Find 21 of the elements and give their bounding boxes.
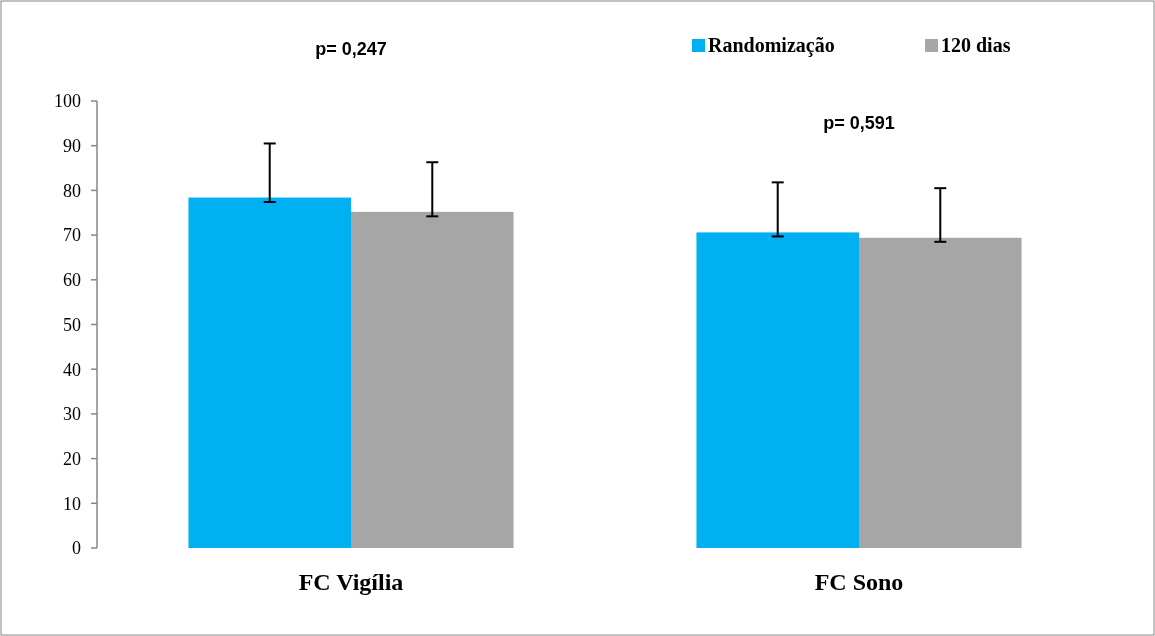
y-tick-label: 60 [63, 270, 81, 291]
bar [859, 237, 1022, 548]
bar [351, 211, 514, 548]
y-tick-label: 0 [72, 538, 81, 559]
x-tick-label: FC Sono [814, 569, 904, 595]
y-tick-label: 10 [63, 493, 81, 514]
legend-label: Randomização [708, 34, 835, 57]
annotation: p= 0,591 [823, 113, 895, 133]
y-tick-label: 70 [63, 225, 81, 246]
y-tick-label: 90 [63, 136, 81, 156]
bar [696, 232, 859, 548]
bar [188, 197, 351, 548]
y-tick-label: 100 [54, 91, 81, 112]
legend-label: 120 dias [941, 34, 1011, 56]
x-tick-label: FC Vigília [298, 569, 404, 595]
y-tick-label: 30 [63, 404, 81, 425]
y-tick-label: 40 [63, 359, 81, 380]
text: p= 0,247 [315, 39, 387, 59]
y-tick-label: 50 [63, 314, 81, 335]
y-tick-label: 20 [63, 448, 81, 469]
y-tick-label: 80 [63, 180, 81, 201]
